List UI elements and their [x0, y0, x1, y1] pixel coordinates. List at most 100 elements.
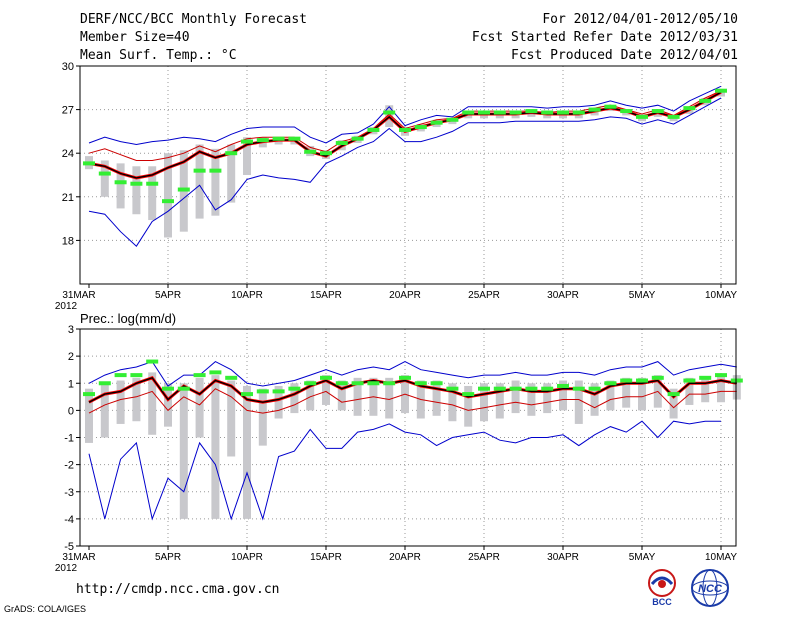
x-tick-label: 10APR	[231, 290, 263, 301]
member-mark	[193, 168, 206, 173]
forecast-produced-date: Fcst Produced Date 2012/04/01	[511, 48, 738, 63]
member-mark	[715, 88, 727, 93]
ensemble-box	[590, 383, 599, 416]
ensemble-box	[164, 383, 172, 427]
member-mark	[256, 138, 269, 143]
y-tick-label: 24	[62, 148, 74, 160]
member-mark	[367, 127, 380, 132]
member-mark	[525, 386, 538, 391]
ensemble-box	[100, 383, 109, 438]
ensemble-box	[448, 383, 457, 422]
ensemble-box	[211, 148, 220, 216]
ensemble-box	[290, 383, 299, 414]
member-mark	[98, 171, 111, 176]
member-mark	[335, 141, 348, 146]
member-mark	[162, 386, 174, 391]
source-url[interactable]: http://cmdp.ncc.cma.gov.cn	[76, 582, 280, 597]
ensemble-box	[574, 380, 583, 424]
ensemble-box	[543, 383, 552, 414]
member-mark	[272, 136, 285, 141]
ensemble-box	[527, 383, 536, 416]
temperature-panel: 18 21 24 27 30 31MAR 5APR 10APR 15APR 20APR 25APR 3…	[55, 61, 737, 312]
x-tick-label: 25APR	[468, 552, 500, 563]
member-mark	[304, 381, 317, 386]
member-mark	[651, 109, 664, 114]
y-tick-label: 27	[62, 105, 74, 117]
member-mark	[478, 110, 490, 115]
member-mark	[83, 161, 95, 166]
member-mark	[225, 151, 238, 156]
ensemble-mean-line	[88, 376, 737, 403]
y-tick-label: -5	[64, 541, 74, 553]
y-tick-label: -3	[64, 487, 74, 499]
member-mark	[572, 110, 585, 115]
minimum-line	[88, 420, 721, 521]
ensemble-box	[164, 153, 172, 238]
x-tick-label: 10MAY	[705, 552, 737, 563]
ncc-logo-text: NCC	[698, 583, 723, 595]
ensemble-box	[243, 137, 251, 175]
member-mark	[225, 375, 238, 380]
ensemble-box	[464, 385, 473, 427]
member-mark	[399, 127, 411, 132]
y-tick-label: 3	[68, 324, 74, 336]
y-tick-label: -2	[64, 460, 74, 472]
member-mark	[162, 199, 174, 204]
ensemble-box	[195, 144, 204, 219]
member-mark	[351, 381, 364, 386]
ensemble-box	[480, 383, 488, 422]
x-tick-label: 15APR	[310, 290, 342, 301]
bcc-logo: BCC	[648, 569, 676, 607]
y-tick-label: -1	[64, 433, 74, 445]
ensemble-box	[227, 380, 236, 457]
y-tick-label: 0	[68, 405, 74, 417]
y-tick-label: 2	[68, 351, 74, 363]
member-mark	[146, 181, 159, 186]
ensemble-box	[116, 163, 125, 209]
y-tick-label: -4	[64, 514, 74, 526]
ensemble-box	[701, 377, 710, 403]
member-mark	[683, 106, 696, 111]
member-mark	[241, 392, 253, 397]
member-mark	[715, 373, 727, 378]
bcc-logo-text: BCC	[652, 597, 672, 607]
member-mark	[478, 386, 490, 391]
grads-credit: GrADS: COLA/IGES	[4, 604, 87, 614]
x-tick-label: 10MAY	[705, 290, 737, 301]
member-mark	[304, 149, 317, 154]
member-mark	[256, 389, 269, 394]
member-mark	[699, 98, 712, 103]
member-mark	[446, 386, 459, 391]
x-tick-label: 5MAY	[629, 552, 656, 563]
member-mark	[130, 373, 143, 378]
ensemble-box	[495, 383, 504, 419]
member-mark	[667, 114, 680, 119]
ensemble-box	[337, 380, 346, 411]
plot-frame	[79, 65, 737, 285]
member-mark	[288, 386, 301, 391]
y-tick-label: 21	[62, 192, 74, 204]
y-tick-label: 30	[62, 61, 74, 73]
x-tick-label: 31MAR	[62, 552, 95, 563]
member-mark	[509, 386, 522, 391]
ensemble-box	[258, 388, 267, 446]
precip-panel-title: Prec.: log(mm/d)	[80, 311, 176, 326]
member-mark	[557, 383, 569, 388]
member-mark	[462, 110, 475, 115]
y-tick-label: 18	[62, 235, 74, 247]
member-mark	[209, 370, 222, 375]
ensemble-box	[606, 380, 615, 411]
x-tick-label: 31MAR	[62, 290, 95, 301]
member-mark	[430, 381, 443, 386]
member-mark	[557, 110, 569, 115]
member-mark	[288, 136, 301, 141]
member-mark	[541, 110, 554, 115]
ensemble-box	[511, 380, 520, 414]
x-tick-label: 5APR	[155, 290, 181, 301]
member-mark	[209, 168, 222, 173]
ensemble-box	[148, 166, 157, 221]
ensemble-box	[100, 160, 109, 197]
member-mark	[177, 386, 190, 391]
ncc-logo: NCC	[691, 569, 729, 607]
member-mark	[414, 125, 427, 130]
